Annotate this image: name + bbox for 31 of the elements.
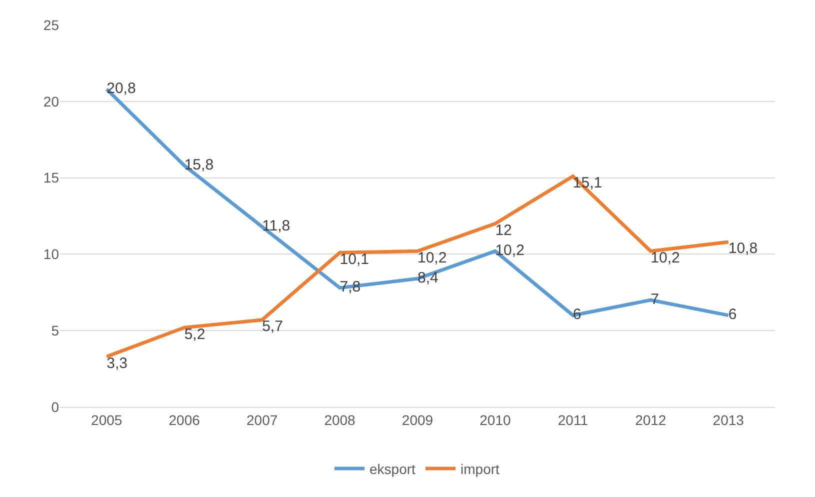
y-tick-label: 0 bbox=[51, 398, 60, 415]
line-series bbox=[104, 174, 730, 358]
y-tick-label: 5 bbox=[51, 322, 60, 338]
x-tick-label: 2007 bbox=[246, 412, 278, 428]
y-tick-label: 20 bbox=[43, 93, 60, 110]
data-label: 10,2 bbox=[418, 249, 447, 266]
data-label: 20,8 bbox=[106, 80, 136, 97]
data-label: 6 bbox=[728, 306, 737, 324]
x-tick-label: 2012 bbox=[635, 412, 666, 428]
y-tick-label: 10 bbox=[43, 246, 60, 262]
data-label: 15,8 bbox=[184, 156, 214, 174]
x-tick-label: 2008 bbox=[324, 412, 356, 428]
data-label: 3,3 bbox=[106, 354, 128, 372]
y-tick-label: 15 bbox=[43, 170, 60, 186]
x-tick-label: 2006 bbox=[168, 412, 200, 428]
data-label: 5,7 bbox=[262, 318, 283, 336]
x-tick-label: 2011 bbox=[558, 412, 588, 428]
legend-label: import bbox=[460, 460, 500, 477]
data-label: 10,1 bbox=[340, 250, 369, 268]
x-tick-label: 2013 bbox=[712, 412, 744, 428]
data-label: 12 bbox=[495, 222, 512, 239]
data-label: 10,2 bbox=[495, 242, 524, 259]
data-label: 10,8 bbox=[728, 240, 758, 258]
data-label: 5,2 bbox=[184, 326, 206, 343]
x-tick-label: 2009 bbox=[402, 412, 434, 428]
x-tick-label: 2005 bbox=[91, 412, 122, 428]
legend-label: eksport bbox=[370, 460, 416, 477]
data-label: 11,8 bbox=[262, 217, 290, 234]
data-label: 10,2 bbox=[650, 249, 680, 266]
y-tick-label: 25 bbox=[43, 16, 60, 33]
x-tick-label: 2010 bbox=[480, 412, 511, 428]
